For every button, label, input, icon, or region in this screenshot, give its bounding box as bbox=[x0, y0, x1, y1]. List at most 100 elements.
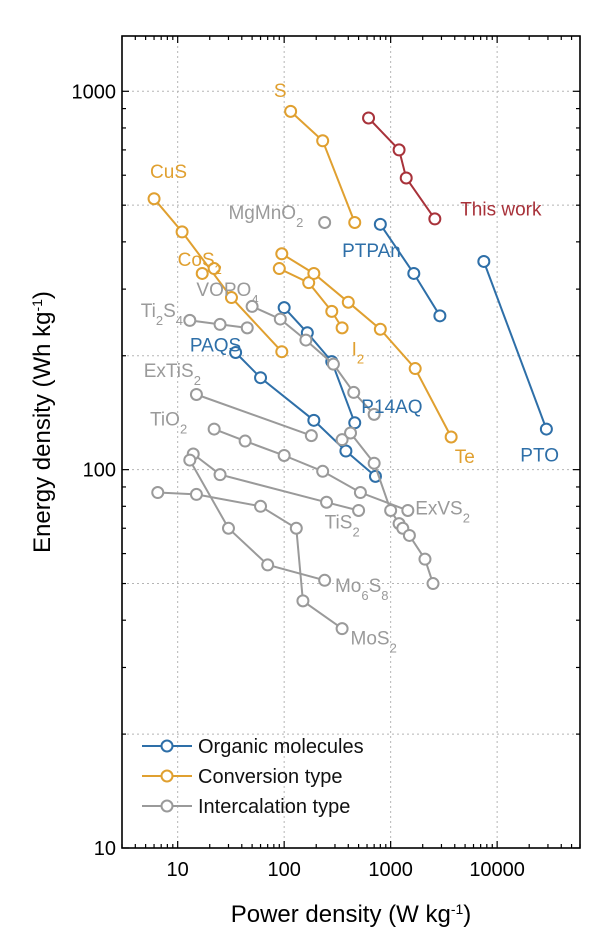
series-label-ExVS2: ExVS2 bbox=[415, 499, 470, 526]
data-point bbox=[320, 495, 334, 509]
data-point bbox=[207, 422, 221, 436]
series-label-This work: This work bbox=[460, 199, 542, 220]
data-point bbox=[213, 468, 227, 482]
data-point bbox=[229, 345, 243, 359]
data-point bbox=[347, 385, 361, 399]
data-point bbox=[348, 215, 362, 229]
data-point bbox=[275, 345, 289, 359]
legend-label: Intercalation type bbox=[198, 796, 350, 818]
data-point bbox=[392, 143, 406, 157]
data-point bbox=[428, 212, 442, 226]
data-point bbox=[426, 577, 440, 591]
series-label-S: S bbox=[274, 81, 287, 102]
data-point bbox=[341, 295, 355, 309]
series-label-PAQS: PAQS bbox=[190, 336, 241, 357]
x-axis-label: Power density (W kg-1) bbox=[231, 901, 472, 928]
data-point bbox=[401, 503, 415, 517]
series-CoS2 bbox=[195, 262, 221, 280]
data-point bbox=[272, 262, 286, 276]
plot-area bbox=[122, 36, 580, 848]
data-point bbox=[195, 266, 209, 280]
data-point bbox=[407, 266, 421, 280]
data-point bbox=[296, 594, 310, 608]
legend-label: Organic molecules bbox=[198, 736, 364, 758]
y-tick-label: 100 bbox=[83, 460, 116, 482]
data-point bbox=[352, 503, 366, 517]
data-point bbox=[213, 317, 227, 331]
series-line bbox=[192, 453, 359, 512]
series-MoS2 bbox=[151, 486, 349, 636]
data-point bbox=[335, 622, 349, 636]
series-S bbox=[284, 104, 362, 229]
series-ExTiS2 bbox=[189, 387, 318, 443]
data-point bbox=[335, 321, 349, 335]
data-point bbox=[240, 321, 254, 335]
data-point bbox=[318, 215, 332, 229]
data-point bbox=[367, 456, 381, 470]
series-Ti2S4 bbox=[183, 313, 254, 335]
data-point bbox=[367, 407, 381, 421]
data-point bbox=[408, 362, 422, 376]
series-label-VOPO4: VOPO4 bbox=[196, 280, 258, 307]
series-label-TiS2: TiS2 bbox=[325, 512, 360, 539]
data-point bbox=[335, 433, 349, 447]
series-TiO2 bbox=[207, 422, 415, 517]
series-label-P14AQ: P14AQ bbox=[361, 397, 422, 418]
series-ExVS2 bbox=[335, 426, 440, 591]
series-label-Te: Te bbox=[455, 447, 475, 468]
data-point bbox=[284, 104, 298, 118]
series-line bbox=[283, 307, 356, 424]
x-tick-label: 10 bbox=[167, 859, 189, 881]
data-point bbox=[261, 558, 275, 572]
series-line bbox=[153, 198, 283, 353]
data-point bbox=[433, 309, 447, 323]
data-point bbox=[384, 503, 398, 517]
series-label-PTPAn: PTPAn bbox=[342, 241, 401, 262]
series-line bbox=[188, 459, 325, 582]
series-label-TiO2: TiO2 bbox=[150, 409, 187, 436]
legend-marker bbox=[160, 769, 174, 783]
data-point bbox=[418, 552, 432, 566]
data-point bbox=[147, 192, 161, 206]
series-CuS bbox=[147, 192, 289, 359]
series-label-ExTiS2: ExTiS2 bbox=[144, 361, 201, 388]
data-point bbox=[353, 486, 367, 500]
series-label-Ti2S4: Ti2S4 bbox=[141, 301, 183, 328]
series-label-MgMnO2: MgMnO2 bbox=[228, 203, 303, 230]
data-point bbox=[399, 171, 413, 185]
series-label-CoS2: CoS2 bbox=[178, 250, 222, 277]
series-labels: This work PTPAn PTO PAQS P14AQ S CuS CoS2 I2 Te Mg… bbox=[141, 81, 559, 655]
x-tick-label: 1000 bbox=[368, 859, 413, 881]
legend-marker bbox=[160, 739, 174, 753]
series-PAQS bbox=[229, 345, 382, 483]
legend-marker bbox=[160, 799, 174, 813]
data-point bbox=[207, 262, 221, 276]
series-PTPAn bbox=[373, 217, 447, 323]
legend: Organic molecules Conversion type Intercal… bbox=[142, 736, 364, 818]
data-point bbox=[373, 217, 387, 231]
data-point bbox=[477, 254, 491, 268]
data-point bbox=[326, 357, 340, 371]
data-point bbox=[238, 434, 252, 448]
series-Mo6S8 bbox=[183, 453, 332, 587]
series-Te bbox=[275, 247, 458, 444]
series-VOPO4 bbox=[245, 299, 381, 421]
series-label-I2: I2 bbox=[352, 340, 365, 367]
legend-entry: Conversion type bbox=[142, 766, 343, 788]
series-label-PTO: PTO bbox=[520, 446, 559, 467]
data-point bbox=[221, 521, 235, 535]
data-point bbox=[289, 521, 303, 535]
legend-entry: Intercalation type bbox=[142, 796, 350, 818]
data-point bbox=[307, 413, 321, 427]
data-point bbox=[224, 291, 238, 305]
series-PTO bbox=[477, 254, 553, 436]
series-label-MoS2: MoS2 bbox=[351, 629, 397, 656]
data-point bbox=[183, 313, 197, 327]
legend-entry: Organic molecules bbox=[142, 736, 364, 758]
series-TiS2 bbox=[186, 447, 366, 517]
data-point bbox=[189, 487, 203, 501]
series-This work bbox=[362, 111, 442, 226]
legend-label: Conversion type bbox=[198, 766, 343, 788]
